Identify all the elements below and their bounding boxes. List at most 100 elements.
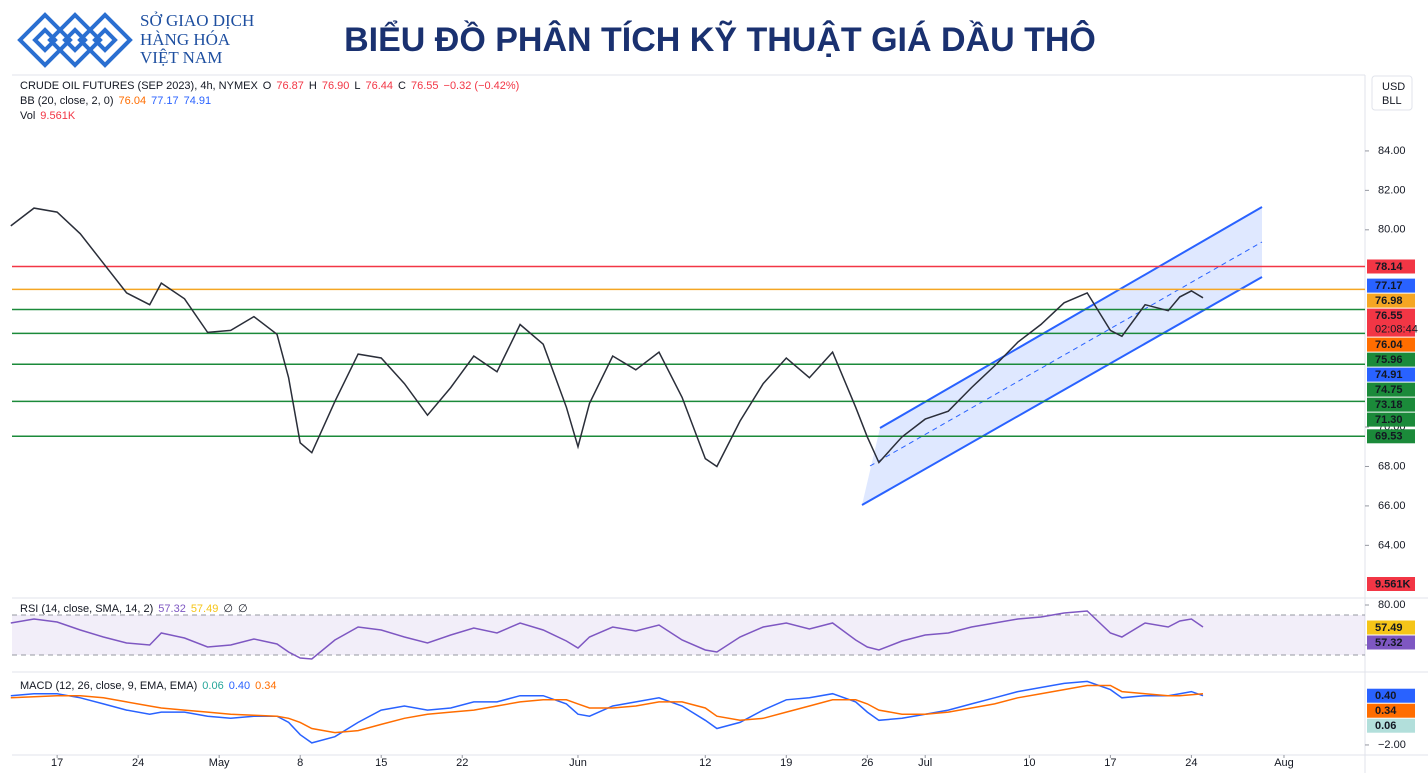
x-tick-label: 8: [297, 757, 303, 769]
price-tag-label: 76.55: [1375, 310, 1403, 322]
channel-line: [861, 276, 1263, 506]
price-tag: [1367, 293, 1415, 308]
x-tick-label: May: [209, 757, 230, 769]
currency-box[interactable]: [1371, 75, 1413, 111]
price-tag-label: 74.75: [1375, 384, 1403, 396]
legend-item: O: [263, 80, 272, 92]
x-tick-label: 12: [699, 757, 711, 769]
legend-item: L: [354, 80, 360, 92]
price-tag-label: 57.32: [1375, 637, 1403, 649]
logo-text: SỞ GIAO DỊCH: [140, 11, 254, 30]
rsi-band: [12, 615, 1365, 655]
price-tag: [1367, 688, 1415, 703]
logo-text: HÀNG HÓA: [140, 30, 231, 49]
price-tag-label: 75.96: [1375, 354, 1403, 366]
currency: BLL: [1382, 95, 1402, 107]
x-tick-label: 24: [1185, 757, 1197, 769]
logo-text: VIỆT NAM: [140, 48, 222, 67]
price-tag-timer: 02:08:44: [1375, 324, 1418, 336]
series-line: [10, 684, 1204, 734]
price-tag-label: 9.561K: [1375, 578, 1411, 590]
x-tick-label: 24: [132, 757, 144, 769]
price-tag-label: 77.17: [1375, 280, 1403, 292]
price-tag: [1367, 577, 1415, 591]
legend-item: 0.40: [229, 680, 250, 692]
price-tag-label: 0.40: [1375, 690, 1396, 702]
y-tick-label: 84.00: [1378, 145, 1406, 157]
price-tag: [1367, 352, 1415, 367]
x-tick-label: 19: [780, 757, 792, 769]
price-tag: [1367, 337, 1415, 352]
x-tick-label: 17: [51, 757, 63, 769]
price-tag-label: 76.98: [1375, 295, 1403, 307]
currency: USD: [1382, 81, 1405, 93]
price-tag: [1367, 382, 1415, 397]
price-tag-label: 71.30: [1375, 414, 1403, 426]
legend-item: 57.32: [158, 603, 186, 615]
legend-item: 57.49: [191, 603, 219, 615]
legend-item: H: [309, 80, 317, 92]
price-tag: [1367, 718, 1415, 733]
legend-item: 76.44: [366, 80, 394, 92]
legend-item: 76.55: [411, 80, 439, 92]
legend-item: BB (20, close, 2, 0): [20, 95, 114, 107]
x-tick-label: 17: [1104, 757, 1116, 769]
x-tick-label: 10: [1023, 757, 1035, 769]
legend: MACD (12, 26, close, 9, EMA, EMA) 0.06 0.4…: [20, 680, 277, 692]
page-title: BIỂU ĐỒ PHÂN TÍCH KỸ THUẬT GIÁ DẦU THÔ: [344, 20, 1096, 59]
legend: Vol 9.561K: [20, 110, 76, 122]
price-tag: [1367, 703, 1415, 718]
legend-item: ∅: [223, 603, 233, 615]
legend-item: 77.17: [151, 95, 179, 107]
price-tag-label: 57.49: [1375, 622, 1403, 634]
series-line: [10, 680, 1204, 744]
price-tag-label: 69.53: [1375, 431, 1403, 443]
price-tag: [1367, 635, 1415, 650]
legend-item: CRUDE OIL FUTURES (SEP 2023), 4h, NYMEX: [20, 80, 258, 92]
legend: CRUDE OIL FUTURES (SEP 2023), 4h, NYMEX O…: [20, 80, 519, 92]
price-tag: [1367, 308, 1415, 337]
legend: RSI (14, close, SMA, 14, 2) 57.32 57.49 ∅ ∅: [20, 603, 248, 615]
y-tick-label: 68.00: [1378, 460, 1406, 472]
channel-line: [879, 206, 1263, 429]
x-tick-label: Jun: [569, 757, 587, 769]
x-tick-label: Aug: [1274, 757, 1294, 769]
x-tick-label: 22: [456, 757, 468, 769]
legend-item: RSI (14, close, SMA, 14, 2): [20, 603, 153, 615]
price-tag: [1367, 429, 1415, 444]
series-line: [10, 610, 1204, 660]
y-tick-label: 82.00: [1378, 184, 1406, 196]
price-tag-label: 0.34: [1375, 705, 1397, 717]
legend-item: 0.06: [202, 680, 223, 692]
price-tag-label: 74.91: [1375, 369, 1403, 381]
legend-item: C: [398, 80, 406, 92]
legend-item: 9.561K: [40, 110, 76, 122]
legend-item: 0.34: [255, 680, 276, 692]
legend-item: 76.90: [322, 80, 350, 92]
y-tick-label: 80.00: [1378, 599, 1406, 611]
logo-mark: [17, 12, 133, 68]
price-tag: [1367, 278, 1415, 293]
price-tag: [1367, 259, 1415, 274]
legend-item: −0.32 (−0.42%): [444, 80, 520, 92]
legend: BB (20, close, 2, 0) 76.04 77.17 74.91: [20, 95, 211, 107]
price-tag-label: 73.18: [1375, 399, 1403, 411]
legend-item: 74.91: [184, 95, 212, 107]
legend-item: ∅: [238, 603, 248, 615]
x-tick-label: Jul: [918, 757, 932, 769]
channel-mid: [869, 241, 1263, 467]
y-tick-label: 80.00: [1378, 224, 1406, 236]
price-tag: [1367, 367, 1415, 382]
series-line: [10, 207, 1204, 468]
x-tick-label: 15: [375, 757, 387, 769]
legend-item: 76.87: [276, 80, 304, 92]
price-tag: [1367, 397, 1415, 412]
legend-item: Vol: [20, 110, 35, 122]
price-tag: [1367, 620, 1415, 635]
legend-item: 76.04: [119, 95, 147, 107]
y-tick-label: 66.00: [1378, 500, 1406, 512]
price-tag: [1367, 412, 1415, 427]
channel-fill: [862, 207, 1262, 505]
price-tag-label: 78.14: [1375, 261, 1403, 273]
